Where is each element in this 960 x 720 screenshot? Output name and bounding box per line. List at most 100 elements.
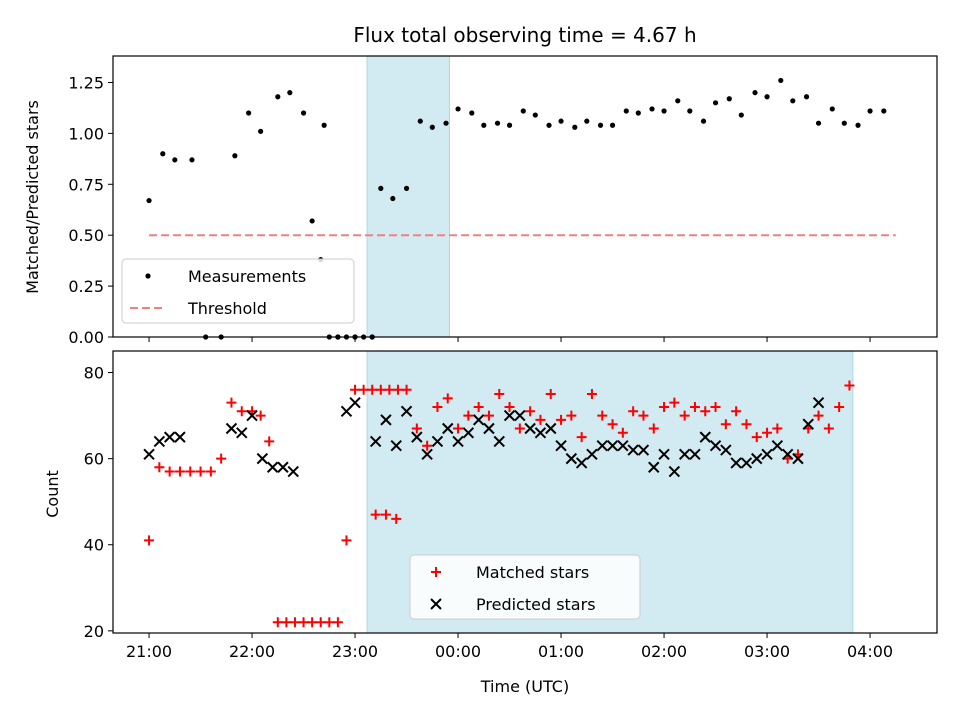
measurement-point [300,110,307,116]
ytick-label: 0.75 [68,175,104,194]
matched-star-point [236,406,247,417]
bottom-xlabel: Time (UTC) [480,677,569,696]
ytick-label: 0.00 [68,328,104,347]
matched-star-point [762,427,773,438]
predicted-star-point [720,444,732,456]
predicted-star-point [400,405,413,417]
matched-star-point [689,401,700,412]
measurement-point [455,106,461,112]
measurement-point [623,108,629,114]
ytick-label: 1.25 [68,73,104,92]
predicted-star-point [740,457,753,469]
matched-star-point [628,406,639,417]
matched-star-point [358,384,369,395]
xtick-label: 01:00 [538,642,584,661]
ytick-label: 1.00 [68,124,104,143]
predicted-star-point [606,440,619,452]
matched-star-point [638,410,649,421]
predicted-star-point [792,452,804,465]
matched-star-point [315,617,326,628]
predicted-star-point [637,444,650,456]
legend-label: Matched stars [476,563,589,582]
matched-star-point [731,406,742,417]
matched-star-point [566,410,577,421]
predicted-star-point [411,431,423,443]
predicted-star-point [761,448,773,461]
matched-star-point [432,401,443,412]
matched-star-point [535,414,546,425]
top-panel: 0.00 0.25 0.50 0.75 1.00 1.25 Measurements Thre… [68,55,938,347]
predicted-star-point [340,405,353,417]
matched-star-point [741,419,752,430]
measurement-point [443,120,449,126]
matched-star-point [772,423,783,434]
measurement-point [687,108,693,114]
predicted-star-point [709,440,722,452]
predicted-star-point [648,461,660,473]
predicted-star-point [668,465,681,478]
matched-star-point [375,384,386,395]
predicted-star-point [534,427,547,439]
xtick-label: 00:00 [435,642,481,661]
ytick-label: 20 [84,622,104,641]
matched-star-point [720,419,731,430]
predicted-star-point [751,452,763,465]
predicted-star-point [812,396,825,409]
predicted-star-point [586,448,598,461]
xtick-label: 23:00 [332,642,378,661]
matched-star-point [255,410,266,421]
measurement-point [546,122,552,128]
predicted-star-point [462,427,475,439]
predicted-star-point [524,422,536,435]
axes-frame [112,55,938,338]
matched-star-point [648,423,659,434]
xtick-label: 03:00 [744,642,790,661]
measurement-point [378,185,384,191]
matched-star-point [367,384,378,395]
matched-star-point [272,617,283,628]
matched-star-point [504,401,515,412]
measurement-point [258,128,264,134]
matched-star-point [834,401,845,412]
measurement-point [584,118,590,124]
bottom-panel: 20 40 60 80 21:00 22:00 23:00 00:00 01:00 02:00 03… [84,350,938,661]
measurement-point [675,98,681,104]
matched-star-point [751,432,762,443]
measurement-point [481,122,487,128]
matched-star-point [384,384,395,395]
predicted-star-point [771,440,784,452]
predicted-star-point [545,422,557,435]
legend-label: Predicted stars [476,595,596,614]
predicted-star-point [472,414,485,426]
matched-star-point [494,389,505,400]
matched-star-point [576,432,587,443]
matched-star-point [473,401,484,412]
measurement-point [506,122,513,128]
measurement-point [841,120,847,126]
matched-star-point [679,410,690,421]
matched-star-point [659,401,670,412]
predicted-star-point [627,444,639,456]
measurement-point [572,124,578,130]
matched-star-point [154,462,165,473]
matched-star-point [607,419,618,430]
predicted-star-point [349,396,361,409]
matched-star-point [525,406,536,417]
predicted-star-point [802,418,814,430]
predicted-star-point [442,422,454,435]
matched-star-point [226,397,237,408]
predicted-star-point [390,440,402,452]
predicted-star-point [452,435,464,448]
axes-frame [112,350,938,634]
measurement-point [520,108,526,114]
matched-star-point [669,397,680,408]
shaded-span [366,55,450,338]
measurement-point [309,218,315,224]
matched-star-point [617,427,628,438]
measurement-point [494,120,501,126]
measurement-point [246,110,252,116]
predicted-star-point [277,461,289,473]
measurement-point [232,153,238,159]
predicted-star-point [246,409,258,422]
